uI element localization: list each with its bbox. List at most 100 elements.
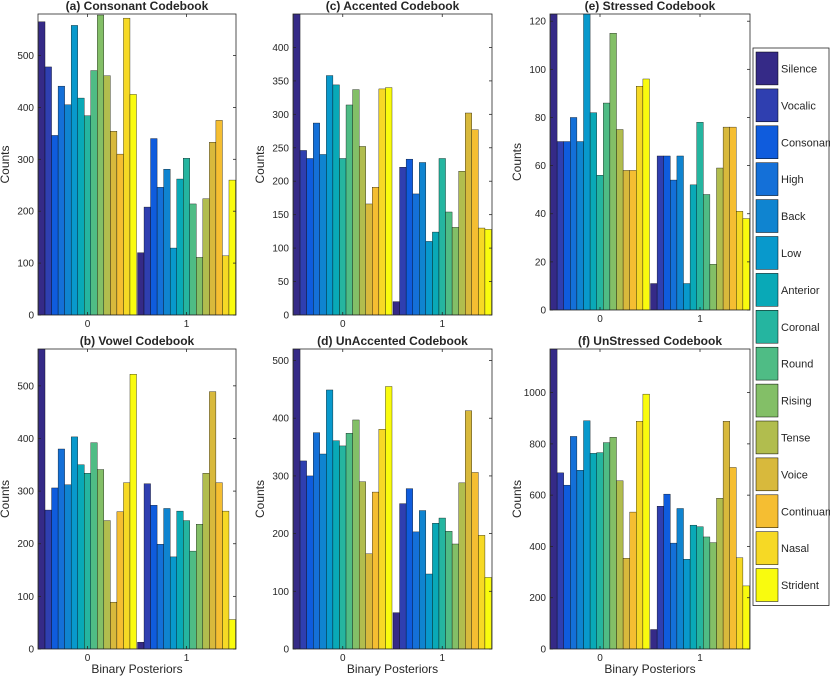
bar-voice-1 xyxy=(209,142,217,315)
panel-c: 0 50 100 150 200 250 300 350 400 0 1 (c) Accented C… xyxy=(253,0,493,330)
y-tick-label: 200 xyxy=(272,177,289,188)
axes-frame xyxy=(37,13,237,316)
y-tick-label: 40 xyxy=(535,209,547,220)
bar-nasal-1 xyxy=(478,535,486,649)
bar-silence-1 xyxy=(650,629,658,649)
bar-high-1 xyxy=(670,179,678,310)
bar-nasal-1 xyxy=(478,227,486,315)
bar-consonant-0 xyxy=(51,135,59,315)
x-axis-label: Binary Posteriors xyxy=(347,662,438,676)
bar-silence-1 xyxy=(137,252,145,315)
bar-nasal-0 xyxy=(378,88,386,315)
bar-voice-0 xyxy=(622,170,630,310)
bar-round-1 xyxy=(703,194,711,310)
y-tick-label: 400 xyxy=(529,542,546,553)
bar-vocalic-0 xyxy=(44,509,52,649)
y-tick-label: 600 xyxy=(529,491,546,502)
bar-consonant-1 xyxy=(663,493,671,649)
x-tick-label: 0 xyxy=(340,319,346,330)
y-tick-label: 400 xyxy=(272,414,289,425)
legend-label-vocalic: Vocalic xyxy=(781,100,816,112)
bar-rising-0 xyxy=(97,469,105,649)
y-tick-label: 120 xyxy=(529,17,546,28)
bar-voice-0 xyxy=(110,131,118,315)
y-tick-label: 1000 xyxy=(524,388,547,399)
x-tick-label: 0 xyxy=(597,653,603,664)
legend-swatch-anterior xyxy=(755,273,779,307)
bar-low-0 xyxy=(326,75,334,315)
bar-back-1 xyxy=(163,508,171,649)
bar-anterior-1 xyxy=(176,178,184,315)
y-tick-label: 0 xyxy=(28,311,34,322)
bar-back-0 xyxy=(319,453,327,649)
bar-low-1 xyxy=(683,559,691,649)
y-tick-label: 350 xyxy=(272,76,289,87)
chart-title: (b) Vowel Codebook xyxy=(80,334,195,348)
bar-high-0 xyxy=(570,117,578,310)
y-tick-label: 300 xyxy=(272,110,289,121)
y-tick-label: 800 xyxy=(529,439,546,450)
bar-tense-1 xyxy=(458,171,466,315)
bar-consonant-0 xyxy=(306,158,314,315)
bar-low-1 xyxy=(425,241,433,315)
bar-low-0 xyxy=(583,14,591,310)
y-tick-label: 0 xyxy=(540,306,546,317)
bar-back-1 xyxy=(419,162,427,315)
bar-voice-1 xyxy=(465,112,472,315)
y-tick-label: 500 xyxy=(17,381,34,392)
legend-swatch-strident xyxy=(755,568,779,602)
bar-consonant-1 xyxy=(405,158,413,315)
x-tick-label: 1 xyxy=(697,314,703,325)
y-tick-label: 20 xyxy=(535,257,547,268)
bar-low-0 xyxy=(583,420,591,649)
y-tick-label: 100 xyxy=(17,259,34,270)
bar-vocalic-0 xyxy=(44,66,52,315)
bar-continuant-1 xyxy=(729,467,737,649)
bar-coronal-1 xyxy=(438,517,446,649)
bar-nasal-0 xyxy=(123,17,131,315)
bar-tense-0 xyxy=(358,146,366,315)
legend-swatch-silence xyxy=(755,51,779,86)
bar-consonant-1 xyxy=(663,155,671,310)
bar-continuant-1 xyxy=(471,129,479,315)
bar-back-0 xyxy=(319,154,327,315)
bar-back-0 xyxy=(576,141,584,310)
y-tick-label: 500 xyxy=(17,51,34,62)
bar-anterior-0 xyxy=(77,97,85,315)
bar-anterior-1 xyxy=(432,523,440,649)
bar-nasal-0 xyxy=(378,429,386,649)
bar-silence-1 xyxy=(392,612,400,649)
bar-anterior-1 xyxy=(689,524,697,649)
bar-strident-0 xyxy=(129,94,137,315)
bar-vocalic-1 xyxy=(656,155,664,310)
bar-back-0 xyxy=(576,470,584,649)
legend-swatch-coronal xyxy=(755,310,779,344)
y-tick-label: 100 xyxy=(272,244,289,255)
bar-voice-1 xyxy=(209,391,217,649)
bar-nasal-1 xyxy=(736,557,744,649)
chart-title: (f) UnStressed Codebook xyxy=(578,334,722,348)
y-tick-label: 300 xyxy=(17,487,34,498)
bar-high-1 xyxy=(412,531,420,649)
bar-consonant-1 xyxy=(150,505,158,649)
bar-voice-0 xyxy=(110,601,118,649)
y-tick-label: 60 xyxy=(535,161,547,172)
legend-label-rising: Rising xyxy=(781,396,812,408)
bar-continuant-0 xyxy=(116,511,124,649)
bar-coronal-0 xyxy=(84,473,91,649)
panel-e: 0 20 40 60 80 100 120 0 1 (e) Stressed Codebook Co… xyxy=(510,0,751,325)
bar-consonant-0 xyxy=(306,475,314,649)
bar-round-1 xyxy=(445,211,453,315)
bar-nasal-0 xyxy=(123,482,131,649)
y-tick-label: 100 xyxy=(272,587,289,598)
bar-round-0 xyxy=(345,104,353,315)
legend-swatch-rising xyxy=(755,383,779,418)
bar-continuant-0 xyxy=(116,153,124,315)
bar-coronal-1 xyxy=(183,158,190,315)
y-tick-label: 0 xyxy=(283,645,289,656)
bar-nasal-1 xyxy=(736,211,744,310)
legend-swatch-vocalic xyxy=(755,88,779,123)
legend-label-back: Back xyxy=(781,211,806,223)
y-tick-label: 300 xyxy=(272,471,289,482)
